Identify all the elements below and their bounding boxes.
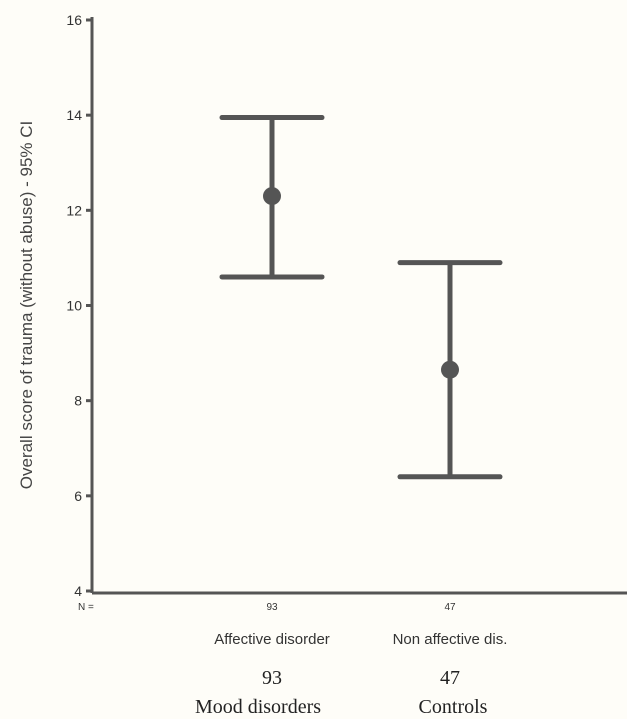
y-tick-label: 14 [66,107,82,123]
y-axis-label: Overall score of trauma (without abuse) … [17,121,36,489]
n-value-label: 47 [444,602,456,613]
mean-point [263,187,281,206]
y-tick-label: 6 [74,488,82,504]
axes [90,17,627,595]
y-ticks: 4 6 8 10 12 14 16 [66,12,92,599]
y-tick-label: 10 [66,298,82,314]
n-value-label: 93 [266,602,278,613]
group-annotation: Mood disorders [195,696,321,718]
count-annotation: 47 [440,667,460,689]
y-tick-label: 8 [74,393,82,409]
mean-point [441,360,459,379]
category-label: Non affective dis. [393,631,508,648]
group-annotation: Controls [419,696,488,718]
y-tick-label: 4 [74,583,82,599]
y-tick-label: 16 [66,12,82,28]
n-prefix-label: N = [78,602,94,613]
count-annotation: 93 [262,667,282,689]
y-tick-label: 12 [66,202,82,218]
category-label: Affective disorder [214,631,330,648]
error-bars [219,115,503,480]
